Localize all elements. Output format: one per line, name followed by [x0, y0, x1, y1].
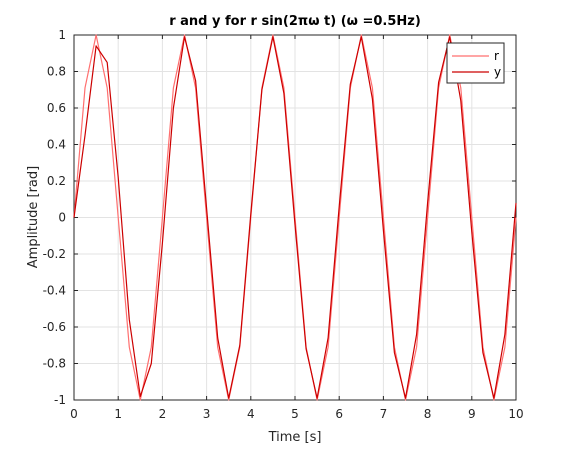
y-tick-label: 0.8 — [47, 65, 66, 79]
y-tick-label: 0 — [58, 211, 66, 225]
legend-box — [446, 42, 505, 84]
axis-ticks: 0 1 2 3 4 5 6 7 8 9 10 -1 -0.8 -0.6 -0.4 -0.2 0 0.2 0.4 0.6… — [43, 28, 524, 421]
legend: ry — [446, 42, 505, 84]
y-tick-label: -1 — [54, 393, 66, 407]
x-tick-label: 4 — [247, 407, 255, 421]
series-lines — [73, 34, 517, 401]
x-tick-label: 6 — [335, 407, 343, 421]
legend-label-y: y — [494, 65, 501, 79]
y-tick-label: -0.2 — [43, 247, 66, 261]
y-tick-label: -0.6 — [43, 320, 66, 334]
x-tick-label: 9 — [468, 407, 476, 421]
legend-label-r: r — [494, 49, 499, 63]
x-tick-label: 1 — [114, 407, 122, 421]
chart-title: r and y for r sin(2πω t) (ω =0.5Hz) — [169, 14, 421, 29]
x-tick-label: 8 — [424, 407, 432, 421]
x-axis-label: Time [s] — [268, 430, 322, 445]
x-tick-label: 0 — [70, 407, 78, 421]
y-tick-label: -0.4 — [43, 284, 66, 298]
y-tick-label: 0.4 — [47, 138, 66, 152]
y-tick-label: 1 — [58, 28, 66, 42]
y-axis-label: Amplitude [rad] — [26, 166, 41, 268]
x-tick-label: 7 — [380, 407, 388, 421]
y-tick-label: -0.8 — [43, 357, 66, 371]
y-tick-label: 0.6 — [47, 101, 66, 115]
series-line-r — [73, 34, 517, 401]
x-tick-label: 2 — [159, 407, 167, 421]
x-tick-label: 3 — [203, 407, 211, 421]
x-tick-label: 5 — [291, 407, 299, 421]
series-line-y — [73, 36, 517, 399]
x-tick-label: 10 — [508, 407, 523, 421]
y-tick-label: 0.2 — [47, 174, 66, 188]
